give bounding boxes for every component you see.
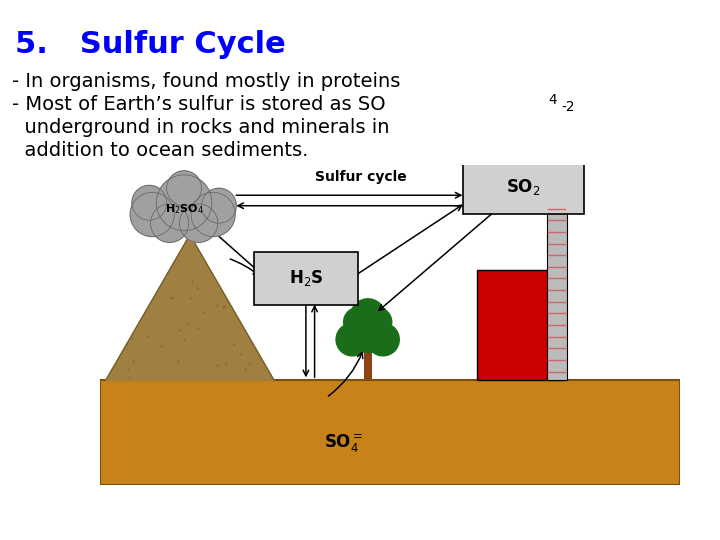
- Bar: [546, 206, 567, 380]
- Circle shape: [150, 204, 189, 242]
- Circle shape: [179, 204, 217, 242]
- FancyBboxPatch shape: [253, 252, 358, 305]
- Circle shape: [363, 308, 392, 336]
- Circle shape: [167, 171, 202, 206]
- Circle shape: [336, 323, 369, 356]
- Circle shape: [130, 192, 174, 237]
- Text: H$_2$SO$_4$: H$_2$SO$_4$: [165, 202, 204, 215]
- Circle shape: [156, 175, 212, 231]
- Bar: [364, 348, 372, 380]
- Text: Sulfur cycle: Sulfur cycle: [315, 170, 407, 184]
- Circle shape: [343, 308, 373, 336]
- Text: underground in rocks and minerals in: underground in rocks and minerals in: [12, 118, 390, 137]
- Circle shape: [346, 309, 390, 352]
- Text: 5.   Sulfur Cycle: 5. Sulfur Cycle: [15, 30, 286, 59]
- Text: 4: 4: [548, 93, 557, 107]
- Bar: [100, 380, 680, 485]
- Text: -2: -2: [561, 100, 575, 114]
- Circle shape: [351, 299, 385, 334]
- Polygon shape: [106, 235, 274, 380]
- Circle shape: [191, 192, 235, 237]
- Text: - Most of Earth’s sulfur is stored as SO: - Most of Earth’s sulfur is stored as SO: [12, 95, 386, 114]
- Text: SO$_4^{=}$: SO$_4^{=}$: [324, 433, 363, 455]
- Text: SO$_2$: SO$_2$: [506, 177, 541, 197]
- Bar: [477, 269, 564, 380]
- Text: - In organisms, found mostly in proteins: - In organisms, found mostly in proteins: [12, 72, 400, 91]
- Circle shape: [202, 188, 236, 223]
- FancyBboxPatch shape: [462, 159, 585, 214]
- Circle shape: [366, 323, 400, 356]
- Circle shape: [132, 185, 167, 220]
- Text: H$_2$S: H$_2$S: [289, 268, 323, 288]
- Text: addition to ocean sediments.: addition to ocean sediments.: [12, 141, 308, 160]
